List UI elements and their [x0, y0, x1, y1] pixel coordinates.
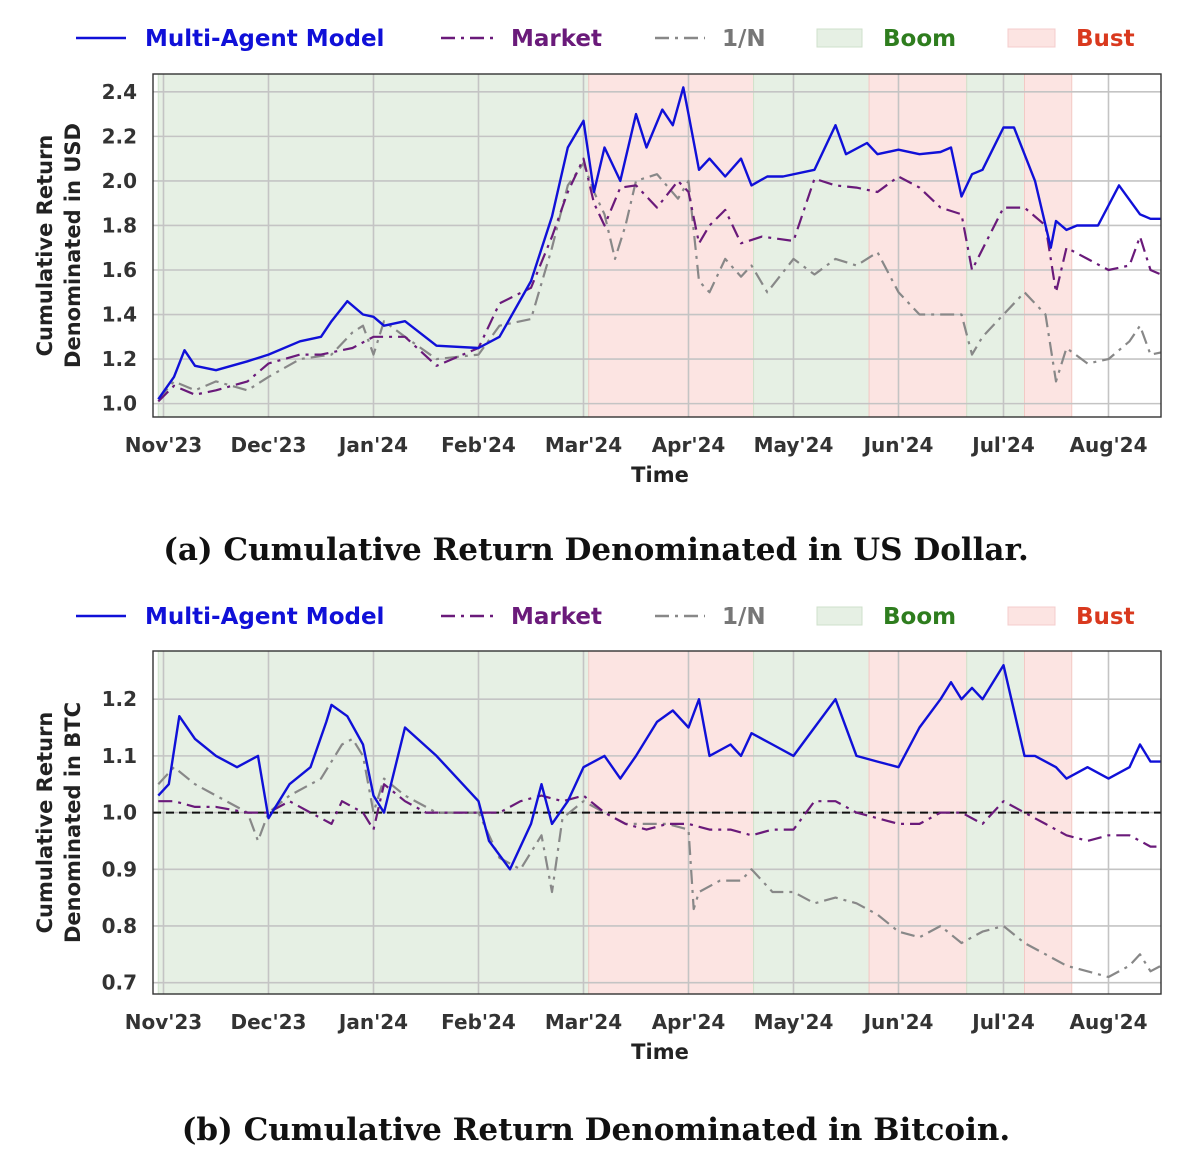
chart-panel-usd: Multi-Agent Model Market 1/N Boom Bust Nov'23… [33, 26, 1162, 568]
x-tick-label: Dec'23 [231, 1010, 307, 1034]
x-axis-label: Time [631, 1040, 689, 1064]
x-tick-label: Apr'24 [652, 433, 726, 457]
x-tick-label: May'24 [754, 433, 834, 457]
series-line-equal [157, 162, 1162, 400]
x-tick-label: Jun'24 [862, 433, 934, 457]
legend-label-market: Market [511, 604, 602, 630]
legend-label-bust: Bust [1076, 26, 1135, 52]
axes-frame [152, 73, 1162, 418]
series-line-model [157, 86, 1161, 400]
y-tick-label: 1.6 [102, 258, 137, 282]
legend-swatch-boom [816, 606, 863, 626]
chart-panel-btc: Multi-Agent Model Market 1/N Boom Bust Nov'23… [33, 604, 1162, 1148]
legend: Multi-Agent Model Market 1/N Boom Bust [76, 604, 1135, 630]
x-tick-label: Aug'24 [1070, 433, 1148, 457]
y-tick-label: 1.2 [102, 687, 137, 711]
y-tick-label: 0.9 [102, 857, 137, 881]
y-tick-label: 2.4 [102, 80, 137, 104]
regime-boom-4 [966, 73, 1025, 418]
regime-bust-1 [588, 650, 755, 995]
x-tick-label: Apr'24 [652, 1010, 726, 1034]
x-tick-label: Nov'23 [125, 1010, 202, 1034]
y-tick-label: 2.0 [102, 169, 137, 193]
legend-label-model: Multi-Agent Model [145, 26, 384, 52]
y-tick-label: 1.0 [102, 801, 137, 825]
x-tick-label: Dec'23 [231, 433, 307, 457]
series-line-equal [157, 737, 1162, 979]
x-tick-label: Nov'23 [125, 433, 202, 457]
y-tick-label: 1.1 [102, 744, 137, 768]
legend-swatch-bust [1007, 606, 1056, 626]
x-tick-label: Mar'24 [545, 433, 622, 457]
y-axis-label: Cumulative Return [33, 135, 57, 357]
regime-boom-2 [753, 73, 870, 418]
regime-bust-3 [868, 650, 968, 995]
series-line-model [157, 664, 1161, 871]
x-tick-label: Jan'24 [337, 433, 408, 457]
x-tick-label: Jul'24 [970, 433, 1035, 457]
y-tick-label: 0.8 [102, 914, 137, 938]
legend-label-market: Market [511, 26, 602, 52]
legend-label-model: Multi-Agent Model [145, 604, 384, 630]
figure-caption: (a) Cumulative Return Denominated in US … [163, 532, 1029, 568]
legend-swatch-bust [1007, 28, 1056, 48]
y-tick-label: 1.0 [102, 392, 137, 416]
legend-label-equal: 1/N [722, 604, 766, 630]
x-tick-label: Feb'24 [441, 1010, 516, 1034]
x-tick-label: Jul'24 [970, 1010, 1035, 1034]
y-tick-label: 0.7 [102, 971, 137, 995]
legend-label-boom: Boom [883, 26, 956, 52]
regime-boom-2 [753, 650, 870, 995]
x-axis-label: Time [631, 463, 689, 487]
legend-swatch-boom [816, 28, 863, 48]
legend-label-bust: Bust [1076, 604, 1135, 630]
y-axis-label: Cumulative Return [33, 712, 57, 934]
regime-bust-1 [588, 73, 755, 418]
x-tick-label: Jan'24 [337, 1010, 408, 1034]
axes-frame [152, 650, 1162, 995]
regime-bust-3 [868, 73, 968, 418]
legend: Multi-Agent Model Market 1/N Boom Bust [76, 26, 1135, 52]
y-tick-label: 2.2 [102, 124, 137, 148]
regime-boom-4 [966, 650, 1025, 995]
y-tick-label: 1.2 [102, 347, 137, 371]
y-tick-label: 1.4 [102, 303, 137, 327]
x-tick-label: May'24 [754, 1010, 834, 1034]
legend-label-equal: 1/N [722, 26, 766, 52]
series-line-market [158, 783, 1161, 848]
figure-caption: (b) Cumulative Return Denominated in Bit… [182, 1112, 1010, 1148]
x-tick-label: Mar'24 [545, 1010, 622, 1034]
y-axis-label: Denominated in BTC [61, 702, 85, 943]
x-tick-label: Jun'24 [862, 1010, 934, 1034]
regime-bust-5 [1024, 650, 1073, 995]
y-tick-label: 1.8 [102, 213, 137, 237]
y-axis-label: Denominated in USD [61, 123, 85, 368]
x-tick-label: Aug'24 [1070, 1010, 1148, 1034]
legend-label-boom: Boom [883, 604, 956, 630]
x-tick-label: Feb'24 [441, 433, 516, 457]
series-line-market [157, 157, 1162, 403]
